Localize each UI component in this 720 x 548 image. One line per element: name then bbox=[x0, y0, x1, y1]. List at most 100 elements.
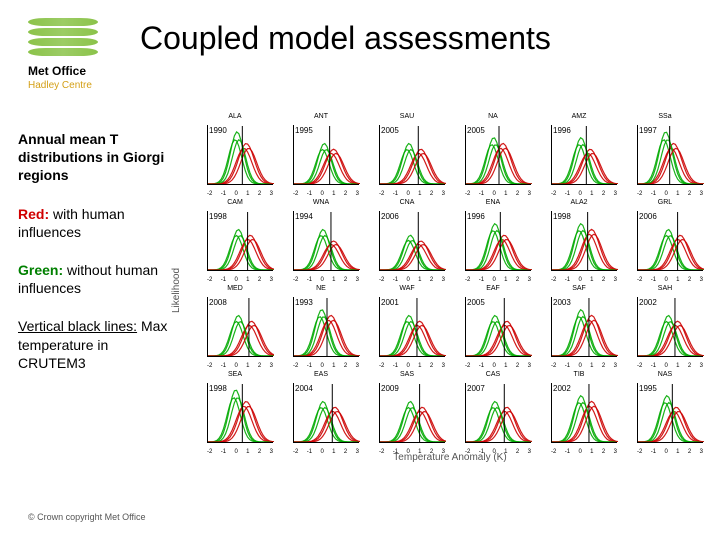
plot-area bbox=[637, 125, 703, 185]
chart-grid: ALA 1990 -2-10123 ANT 1995 -2-10123 SAU … bbox=[195, 115, 705, 455]
distribution-curves-icon bbox=[294, 384, 360, 442]
x-ticks: -2-10123 bbox=[465, 277, 531, 283]
panel-title: SAS bbox=[367, 371, 447, 378]
red-label: Red: bbox=[18, 206, 49, 222]
plot-area bbox=[207, 383, 273, 443]
chart-panel: MED 2008 -2-10123 bbox=[195, 287, 275, 369]
distribution-curves-icon bbox=[552, 298, 618, 356]
logo-text: Met Office bbox=[28, 64, 86, 78]
panel-title: CAS bbox=[453, 371, 533, 378]
plot-area bbox=[465, 383, 531, 443]
chart-panel: SEA 1998 -2-10123 bbox=[195, 373, 275, 455]
panel-title: ALA bbox=[195, 113, 275, 120]
distribution-curves-icon bbox=[294, 298, 360, 356]
plot-area bbox=[293, 383, 359, 443]
chart-panel: SAU 2005 -2-10123 bbox=[367, 115, 447, 197]
chart-panel: WAF 2001 -2-10123 bbox=[367, 287, 447, 369]
y-axis-label-container: Likelihood bbox=[178, 115, 192, 455]
x-ticks: -2-10123 bbox=[465, 191, 531, 197]
panel-title: ANT bbox=[281, 113, 361, 120]
chart-panel: CAS 2007 -2-10123 bbox=[453, 373, 533, 455]
panel-title: ALA2 bbox=[539, 199, 619, 206]
plot-area bbox=[551, 297, 617, 357]
distribution-curves-icon bbox=[208, 126, 274, 184]
x-ticks: -2-10123 bbox=[637, 277, 703, 283]
panel-title: NA bbox=[453, 113, 533, 120]
panel-title: CAM bbox=[195, 199, 275, 206]
panel-title: WNA bbox=[281, 199, 361, 206]
x-ticks: -2-10123 bbox=[379, 277, 445, 283]
panel-title: CNA bbox=[367, 199, 447, 206]
panel-title: WAF bbox=[367, 285, 447, 292]
panel-title: SAU bbox=[367, 113, 447, 120]
distribution-curves-icon bbox=[466, 298, 532, 356]
panel-title: SAF bbox=[539, 285, 619, 292]
x-ticks: -2-10123 bbox=[637, 363, 703, 369]
plot-area bbox=[207, 297, 273, 357]
plot-area bbox=[551, 125, 617, 185]
x-ticks: -2-10123 bbox=[551, 363, 617, 369]
distribution-curves-icon bbox=[552, 126, 618, 184]
x-ticks: -2-10123 bbox=[379, 191, 445, 197]
chart-panel: SSa 1997 -2-10123 bbox=[625, 115, 705, 197]
panel-title: EAF bbox=[453, 285, 533, 292]
chart-panel: EAS 2004 -2-10123 bbox=[281, 373, 361, 455]
panel-title: MED bbox=[195, 285, 275, 292]
plot-area bbox=[379, 383, 445, 443]
distribution-curves-icon bbox=[208, 384, 274, 442]
sidebar: Annual mean T distributions in Giorgi re… bbox=[18, 130, 178, 392]
panel-title: SSa bbox=[625, 113, 705, 120]
distribution-curves-icon bbox=[638, 298, 704, 356]
plot-area bbox=[379, 125, 445, 185]
chart-panel: SAS 2009 -2-10123 bbox=[367, 373, 447, 455]
distribution-curves-icon bbox=[638, 384, 704, 442]
chart-panel: NA 2005 -2-10123 bbox=[453, 115, 533, 197]
plot-area bbox=[293, 125, 359, 185]
plot-area bbox=[637, 211, 703, 271]
chart-panel: WNA 1994 -2-10123 bbox=[281, 201, 361, 283]
plot-area bbox=[465, 211, 531, 271]
plot-area bbox=[465, 125, 531, 185]
plot-area bbox=[465, 297, 531, 357]
panel-title: AMZ bbox=[539, 113, 619, 120]
distribution-curves-icon bbox=[552, 212, 618, 270]
x-ticks: -2-10123 bbox=[379, 363, 445, 369]
panel-title: TIB bbox=[539, 371, 619, 378]
vline-label: Vertical black lines: bbox=[18, 318, 137, 334]
distribution-curves-icon bbox=[380, 384, 446, 442]
sidebar-desc: Annual mean T distributions in Giorgi re… bbox=[18, 130, 178, 185]
distribution-curves-icon bbox=[552, 384, 618, 442]
x-ticks: -2-10123 bbox=[207, 277, 273, 283]
logo-waves-icon bbox=[28, 18, 98, 60]
chart-panel: EAF 2005 -2-10123 bbox=[453, 287, 533, 369]
logo bbox=[28, 18, 118, 60]
distribution-curves-icon bbox=[294, 126, 360, 184]
panel-title: ENA bbox=[453, 199, 533, 206]
plot-area bbox=[551, 383, 617, 443]
logo-subtitle: Hadley Centre bbox=[28, 80, 92, 91]
distribution-curves-icon bbox=[380, 212, 446, 270]
x-ticks: -2-10123 bbox=[637, 191, 703, 197]
copyright: © Crown copyright Met Office bbox=[28, 512, 146, 522]
chart-panel: SAH 2002 -2-10123 bbox=[625, 287, 705, 369]
plot-area bbox=[637, 297, 703, 357]
panel-title: NAS bbox=[625, 371, 705, 378]
x-ticks: -2-10123 bbox=[207, 363, 273, 369]
plot-area bbox=[207, 211, 273, 271]
plot-area bbox=[379, 297, 445, 357]
distribution-curves-icon bbox=[380, 298, 446, 356]
chart-panel: GRL 2006 -2-10123 bbox=[625, 201, 705, 283]
plot-area bbox=[637, 383, 703, 443]
x-ticks: -2-10123 bbox=[293, 277, 359, 283]
page-title: Coupled model assessments bbox=[140, 20, 551, 57]
plot-area bbox=[293, 297, 359, 357]
x-ticks: -2-10123 bbox=[293, 191, 359, 197]
sidebar-green: Green: without human influences bbox=[18, 261, 178, 297]
panel-title: GRL bbox=[625, 199, 705, 206]
chart-panel: CNA 2006 -2-10123 bbox=[367, 201, 447, 283]
chart-panel: ANT 1995 -2-10123 bbox=[281, 115, 361, 197]
distribution-curves-icon bbox=[380, 126, 446, 184]
distribution-curves-icon bbox=[466, 212, 532, 270]
y-axis-label: Likelihood bbox=[171, 268, 182, 313]
chart-panel: NE 1993 -2-10123 bbox=[281, 287, 361, 369]
